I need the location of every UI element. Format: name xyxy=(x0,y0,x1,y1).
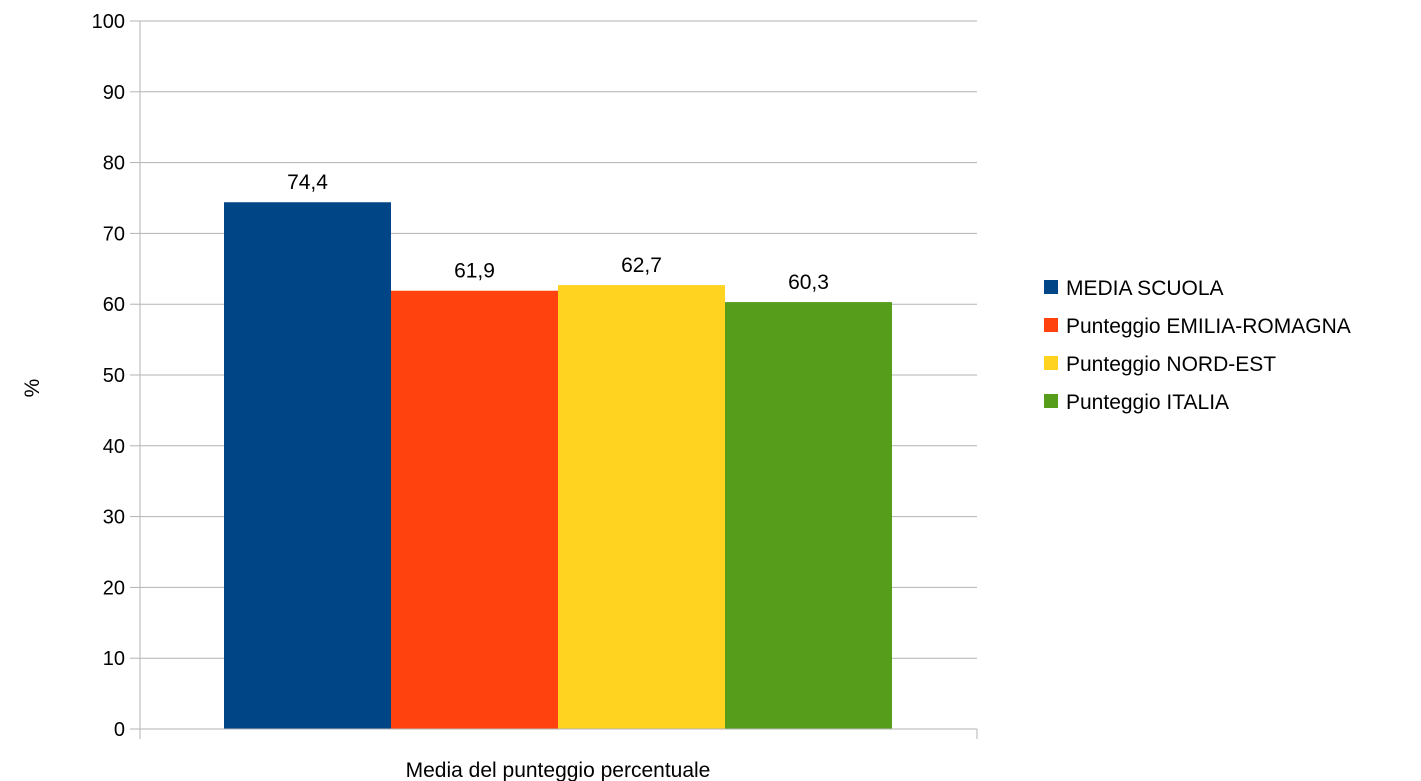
legend-swatch xyxy=(1044,356,1058,370)
y-tick-label: 0 xyxy=(114,719,125,741)
legend-swatch xyxy=(1044,318,1058,332)
data-label: 60,3 xyxy=(788,271,829,294)
bar xyxy=(725,302,892,729)
y-axis-title: % xyxy=(21,379,44,398)
y-tick-label: 10 xyxy=(103,648,125,670)
data-label: 62,7 xyxy=(621,254,662,277)
y-tick-label: 90 xyxy=(103,82,125,104)
y-tick-label: 60 xyxy=(103,294,125,316)
axes xyxy=(130,20,978,739)
x-axis-title: Media del punteggio percentuale xyxy=(406,759,711,781)
y-tick-label: 40 xyxy=(103,436,125,458)
bar xyxy=(391,290,558,729)
legend-swatch xyxy=(1044,280,1058,294)
legend-label: Punteggio EMILIA-ROMAGNA xyxy=(1066,315,1351,338)
data-label: 61,9 xyxy=(454,260,495,283)
bar xyxy=(224,202,391,730)
bars xyxy=(224,202,892,730)
data-labels: 74,4 61,9 62,7 60,3 xyxy=(287,171,829,294)
bar xyxy=(558,285,725,729)
legend-label: Punteggio NORD-EST xyxy=(1066,353,1276,376)
legend-label: Punteggio ITALIA xyxy=(1066,391,1229,414)
y-tick-label: 100 xyxy=(92,11,125,33)
y-tick-label: 50 xyxy=(103,365,125,387)
legend-swatch xyxy=(1044,394,1058,408)
y-tick-label: 20 xyxy=(103,577,125,599)
y-tick-label: 70 xyxy=(103,223,125,245)
y-tick-label: 30 xyxy=(103,507,125,529)
y-tick-labels: 0 10 20 30 40 50 60 70 80 90 100 xyxy=(92,11,125,741)
legend-label: MEDIA SCUOLA xyxy=(1066,277,1224,300)
data-label: 74,4 xyxy=(287,171,328,194)
legend: MEDIA SCUOLA Punteggio EMILIA-ROMAGNA Punt… xyxy=(1044,277,1351,414)
y-tick-label: 80 xyxy=(103,153,125,175)
